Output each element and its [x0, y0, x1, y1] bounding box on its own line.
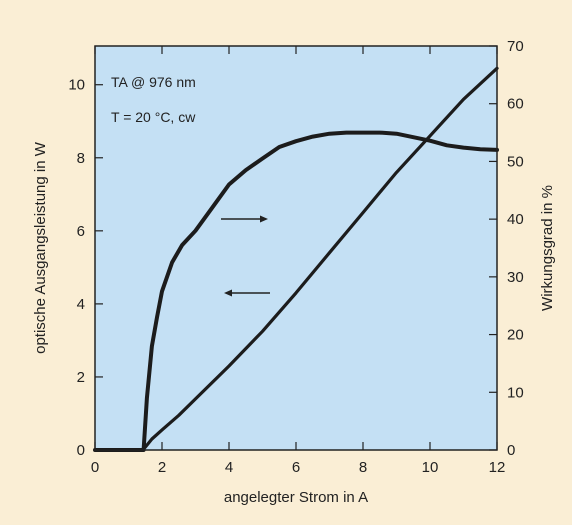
efficiency-line	[93, 130, 499, 452]
y-left-tick-label: 8	[77, 150, 85, 167]
y-right-tick-label: 50	[507, 153, 524, 170]
y-right-tick-label: 40	[507, 211, 524, 228]
annotation-label-0: TA @ 976 nm	[111, 74, 196, 90]
x-tick-label: 8	[359, 459, 367, 476]
y-left-tick-label: 4	[77, 296, 85, 313]
annotation-group: TA @ 976 nm T = 20 °C, cw	[111, 74, 196, 125]
y-left-axis-title: optische Ausgangsleistung in W	[32, 141, 49, 354]
x-tick-label: 10	[422, 459, 439, 476]
x-tick-label: 6	[292, 459, 300, 476]
annotation-label-1: T = 20 °C, cw	[111, 109, 196, 125]
plot-area	[95, 46, 497, 450]
y-left-tick-label: 0	[77, 442, 85, 459]
y-left-tick-label: 2	[77, 369, 85, 386]
x-tick-label: 12	[489, 459, 506, 476]
x-axis-title: angelegter Strom in A	[224, 489, 368, 506]
x-tick-label: 4	[225, 459, 233, 476]
arrow-left-icon	[224, 289, 270, 297]
x-tick-label: 0	[91, 459, 99, 476]
arrow-right-icon	[221, 215, 268, 223]
x-tick-label: 2	[158, 459, 166, 476]
y-right-tick-label: 70	[507, 38, 524, 55]
y-right-tick-label: 10	[507, 384, 524, 401]
y-left-tick-label: 6	[77, 223, 85, 240]
y-right-tick-label: 20	[507, 327, 524, 344]
y-right-tick-label: 0	[507, 442, 515, 459]
y-right-tick-label: 60	[507, 96, 524, 113]
y-left-tick-label: 10	[68, 77, 85, 94]
y-right-axis-title: Wirkungsgrad in %	[539, 185, 556, 311]
y-right-tick-label: 30	[507, 269, 524, 286]
plot-frame	[94, 45, 498, 451]
